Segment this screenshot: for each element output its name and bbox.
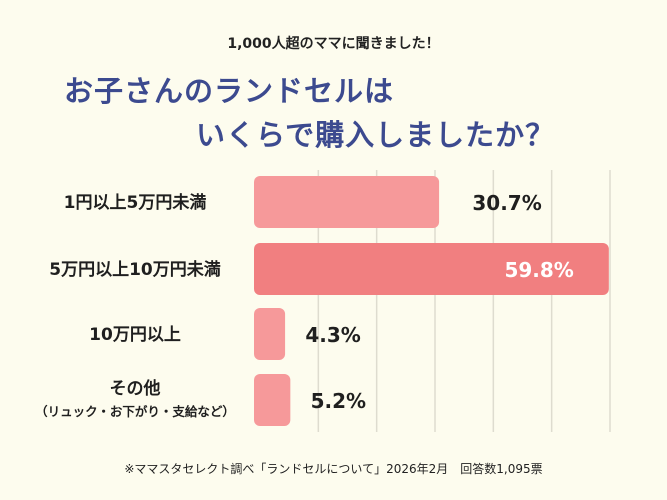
category-label: 5万円以上10万円未満 — [49, 259, 221, 280]
category-label: 10万円以上 — [89, 325, 181, 345]
bar-value-label: 30.7% — [472, 191, 541, 215]
bar-value-label: 59.8% — [504, 258, 573, 282]
bar-value-label: 4.3% — [305, 323, 360, 347]
category-label: その他 — [110, 378, 161, 399]
bar — [254, 308, 286, 360]
category-sublabel: （リュック・お下がり・支給など） — [35, 404, 235, 419]
source-footnote: ※ママスタセレクト調べ「ランドセルについて」2026年2月 回答数1,095票 — [124, 462, 543, 476]
survey-subtitle: 1,000人超のママに聞きました！ — [227, 36, 440, 52]
bar-value-label: 5.2% — [311, 389, 366, 413]
bar — [254, 374, 291, 426]
bar — [254, 176, 440, 228]
bar — [254, 243, 609, 295]
chart-title-line1: お子さんのランドセルは — [64, 74, 395, 108]
category-label: 1円以上5万円未満 — [64, 192, 207, 213]
chart-bars: 30.7% 59.8% 4.3% 5.2% — [254, 176, 609, 426]
chart-title-line2: いくらで購入しましたか？ — [196, 118, 556, 152]
